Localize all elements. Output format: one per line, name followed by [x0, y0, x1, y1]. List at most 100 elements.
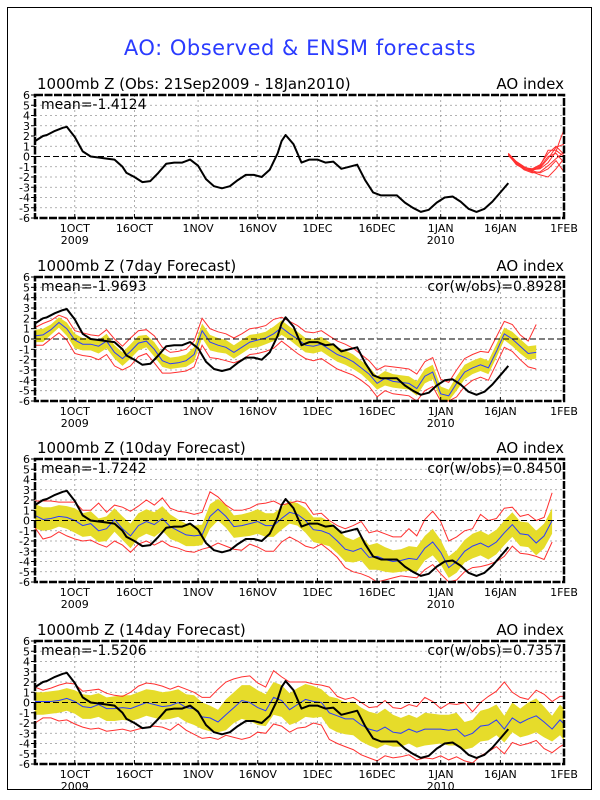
ensemble-mean-line: [35, 696, 565, 737]
y-tick-label: 2: [23, 676, 30, 689]
panel-title: 1000mb Z (Obs: 21Sep2009 - 18Jan2010): [37, 75, 351, 93]
x-tick-label: 1DEC: [302, 222, 332, 235]
x-tick-label: 1DEC: [302, 768, 332, 781]
y-tick-label: -5: [19, 202, 30, 215]
x-tick-label: 1FEB: [550, 405, 578, 418]
x-tick-label: 1DEC: [302, 586, 332, 599]
x-tick-year-label: 2009: [61, 598, 89, 611]
y-tick-label: -3: [19, 545, 30, 558]
y-tick-label: 2: [23, 130, 30, 143]
y-tick-label: 5: [23, 463, 30, 476]
y-tick-label: 3: [23, 120, 30, 133]
y-tick-label: 1: [23, 323, 30, 336]
x-tick-label: 16DEC: [359, 222, 396, 235]
y-tick-label: -2: [19, 354, 30, 367]
x-tick-label: 1FEB: [550, 222, 578, 235]
y-tick-label: -1: [19, 525, 30, 538]
ensemble-spread-band: [35, 499, 553, 578]
panel-right-label: AO index: [496, 439, 564, 457]
x-tick-label: 1JAN: [428, 586, 454, 599]
y-tick-label: 3: [23, 484, 30, 497]
y-tick-label: -2: [19, 717, 30, 730]
x-tick-label: 16JAN: [484, 405, 517, 418]
ensemble-mean-line: [34, 508, 553, 569]
ensemble-max-line: [35, 491, 553, 542]
y-tick-label: 6: [23, 271, 30, 284]
x-tick-label: 16JAN: [484, 768, 517, 781]
figure-frame: [7, 7, 592, 790]
y-tick-label: -1: [19, 161, 30, 174]
y-tick-label: 6: [23, 453, 30, 466]
x-tick-label: 1OCT: [60, 405, 90, 418]
y-tick-label: 4: [23, 110, 30, 123]
chart-panel-2: 1000mb Z (7day Forecast) AO index6543210-…: [19, 257, 578, 430]
observed-line: [34, 671, 510, 759]
x-tick-label: 16OCT: [116, 586, 153, 599]
ensemble-spread-band: [35, 317, 537, 401]
y-tick-label: 4: [23, 656, 30, 669]
observed-line: [34, 125, 510, 213]
y-tick-label: 5: [23, 645, 30, 658]
x-tick-label: 1FEB: [550, 768, 578, 781]
y-tick-label: 3: [23, 666, 30, 679]
x-tick-label: 1NOV: [182, 405, 214, 418]
mean-stat: mean=-1.5206: [41, 643, 147, 659]
panel-title: 1000mb Z (14day Forecast): [37, 621, 246, 639]
y-tick-label: 3: [23, 302, 30, 315]
mean-stat: mean=-1.7242: [41, 461, 146, 477]
observed-line: [34, 489, 510, 577]
y-tick-label: -5: [19, 385, 30, 398]
chart-panel-1: 1000mb Z (Obs: 21Sep2009 - 18Jan2010) AO …: [19, 75, 578, 247]
x-tick-label: 1JAN: [428, 222, 454, 235]
y-tick-label: 6: [23, 635, 30, 648]
mean-stat: mean=-1.9693: [41, 279, 146, 295]
forecast-member-line: [507, 153, 565, 174]
y-tick-label: 0: [23, 151, 30, 164]
x-tick-label: 16NOV: [239, 768, 278, 781]
x-tick-label: 16DEC: [359, 405, 396, 418]
x-tick-label: 16JAN: [484, 586, 517, 599]
panel-right-label: AO index: [496, 257, 564, 275]
x-tick-year-label: 2010: [427, 598, 455, 611]
mean-stat: mean=-1.4124: [41, 97, 147, 113]
ensemble-max-line: [34, 314, 537, 384]
y-tick-label: -5: [19, 566, 30, 579]
y-tick-label: -4: [19, 738, 30, 751]
y-tick-label: -2: [19, 171, 30, 184]
y-tick-label: -3: [19, 727, 30, 740]
x-tick-label: 16NOV: [239, 586, 278, 599]
x-tick-year-label: 2009: [61, 234, 89, 247]
x-tick-label: 16NOV: [239, 222, 278, 235]
y-tick-label: 6: [23, 89, 30, 102]
ensemble-spread-band: [35, 682, 564, 750]
figure-title: AO: Observed & ENSM forecasts: [123, 36, 477, 60]
chart-panel-4: 1000mb Z (14day Forecast) AO index 6543210…: [19, 621, 578, 793]
x-tick-label: 16DEC: [359, 768, 396, 781]
x-tick-label: 16DEC: [359, 586, 396, 599]
panel-right-label: AO index: [496, 75, 564, 93]
x-tick-label: 16JAN: [484, 222, 517, 235]
y-tick-label: -1: [19, 707, 30, 720]
y-tick-label: 0: [23, 515, 30, 528]
panel-title: 1000mb Z (7day Forecast): [37, 257, 236, 275]
panel-right-label: AO index: [496, 621, 564, 639]
y-tick-label: -6: [19, 576, 30, 589]
y-tick-label: -4: [19, 192, 30, 205]
y-tick-label: 2: [23, 494, 30, 507]
x-tick-label: 1NOV: [182, 768, 214, 781]
x-tick-label: 1OCT: [60, 222, 90, 235]
y-tick-label: 1: [23, 686, 30, 699]
y-tick-label: -6: [19, 395, 30, 408]
forecast-member-line: [507, 154, 565, 178]
x-tick-label: 1JAN: [428, 405, 454, 418]
x-tick-label: 1DEC: [302, 405, 332, 418]
y-tick-label: -3: [19, 364, 30, 377]
ensemble-mean-line: [34, 321, 537, 397]
x-tick-label: 1OCT: [60, 768, 90, 781]
x-tick-label: 16OCT: [116, 222, 153, 235]
panel-title: 1000mb Z (10day Forecast): [37, 439, 246, 457]
x-tick-year-label: 2009: [61, 780, 89, 793]
y-tick-label: -2: [19, 535, 30, 548]
ensemble-max-line: [34, 669, 564, 713]
